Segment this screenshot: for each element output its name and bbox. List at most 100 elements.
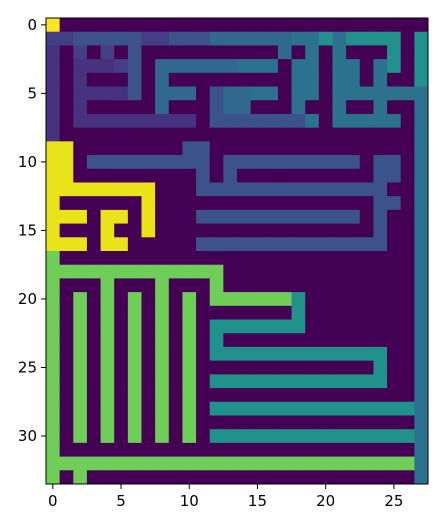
heatmap-cell <box>305 305 320 320</box>
heatmap-cell <box>46 319 61 334</box>
heatmap-cell <box>182 18 197 33</box>
heatmap-cell <box>73 72 88 87</box>
heatmap-cell <box>373 292 388 307</box>
heatmap-cell <box>250 305 265 320</box>
heatmap-cell <box>73 292 88 307</box>
heatmap-cell <box>155 278 170 293</box>
heatmap-cell <box>414 72 429 87</box>
heatmap-cell <box>346 45 361 60</box>
heatmap-cell <box>168 456 183 471</box>
heatmap-cell <box>114 45 129 60</box>
heatmap-cell <box>114 415 129 430</box>
heatmap-cell <box>414 360 429 375</box>
heatmap-cell <box>141 45 156 60</box>
heatmap-cell <box>196 278 211 293</box>
heatmap-cell <box>332 251 347 266</box>
heatmap-cell <box>182 45 197 60</box>
heatmap-cell <box>209 141 224 156</box>
heatmap-cell <box>277 141 292 156</box>
heatmap-cell <box>209 72 224 87</box>
heatmap-cell <box>100 209 115 224</box>
heatmap-cell <box>209 196 224 211</box>
heatmap-cell <box>46 72 61 87</box>
heatmap-cell <box>182 59 197 74</box>
heatmap-cell <box>291 168 306 183</box>
heatmap-cell <box>414 100 429 115</box>
heatmap-cell <box>155 141 170 156</box>
heatmap-cell <box>223 305 238 320</box>
heatmap-cell <box>46 196 61 211</box>
heatmap-cell <box>387 319 402 334</box>
heatmap-cell <box>237 31 252 46</box>
heatmap-cell <box>373 251 388 266</box>
heatmap-cell <box>277 155 292 170</box>
heatmap-cell <box>127 31 142 46</box>
heatmap-cell <box>209 333 224 348</box>
heatmap-cell <box>359 429 374 444</box>
heatmap-cell <box>100 264 115 279</box>
heatmap-cell <box>264 305 279 320</box>
heatmap-cell <box>209 127 224 142</box>
heatmap-cell <box>100 401 115 416</box>
heatmap-cell <box>305 374 320 389</box>
heatmap-cell <box>318 155 333 170</box>
heatmap-cell <box>209 415 224 430</box>
heatmap-cell <box>223 388 238 403</box>
heatmap-cell <box>414 319 429 334</box>
heatmap-cell <box>291 319 306 334</box>
heatmap-cell <box>387 59 402 74</box>
heatmap-cell <box>168 415 183 430</box>
heatmap-cell <box>359 223 374 238</box>
heatmap-cell <box>141 31 156 46</box>
heatmap-cell <box>223 31 238 46</box>
heatmap-cell <box>127 388 142 403</box>
heatmap-cell <box>127 360 142 375</box>
heatmap-cell <box>346 374 361 389</box>
heatmap-cell <box>168 292 183 307</box>
heatmap-cell <box>237 292 252 307</box>
heatmap-cell <box>277 374 292 389</box>
heatmap-cell <box>359 196 374 211</box>
heatmap-cell <box>237 72 252 87</box>
heatmap-cell <box>73 168 88 183</box>
heatmap-cell <box>141 237 156 252</box>
heatmap-cell <box>414 264 429 279</box>
heatmap-cell <box>277 100 292 115</box>
heatmap-cell <box>250 333 265 348</box>
heatmap-cell <box>86 86 101 101</box>
heatmap-cell <box>250 100 265 115</box>
heatmap-cell <box>114 127 129 142</box>
heatmap-cell <box>141 72 156 87</box>
heatmap-cell <box>182 113 197 129</box>
heatmap-cell <box>305 333 320 348</box>
heatmap-cell <box>114 31 129 46</box>
heatmap-cell <box>305 278 320 293</box>
heatmap-cell <box>291 127 306 142</box>
heatmap-cell <box>86 223 101 238</box>
heatmap-cell <box>114 429 129 444</box>
heatmap-cell <box>277 442 292 457</box>
heatmap-cell <box>387 182 402 197</box>
heatmap-cell <box>250 264 265 279</box>
heatmap-cell <box>332 72 347 87</box>
heatmap-cell <box>373 127 388 142</box>
heatmap-cell <box>291 264 306 279</box>
heatmap-cell <box>168 401 183 416</box>
heatmap-cell <box>346 168 361 183</box>
heatmap-cell <box>114 401 129 416</box>
heatmap-cell <box>46 456 61 471</box>
x-tick-label: 25 <box>384 492 403 510</box>
heatmap-cell <box>318 100 333 115</box>
heatmap-cell <box>155 209 170 224</box>
heatmap-cell <box>250 251 265 266</box>
heatmap-cell <box>127 429 142 444</box>
heatmap-cell <box>359 278 374 293</box>
heatmap-cell <box>209 209 224 224</box>
heatmap-cell <box>100 374 115 389</box>
heatmap-cell <box>250 374 265 389</box>
heatmap-cell <box>86 182 101 197</box>
y-tick-label: 30 <box>18 427 37 445</box>
heatmap-cell <box>291 429 306 444</box>
heatmap-cell <box>291 196 306 211</box>
heatmap-cell <box>223 292 238 307</box>
